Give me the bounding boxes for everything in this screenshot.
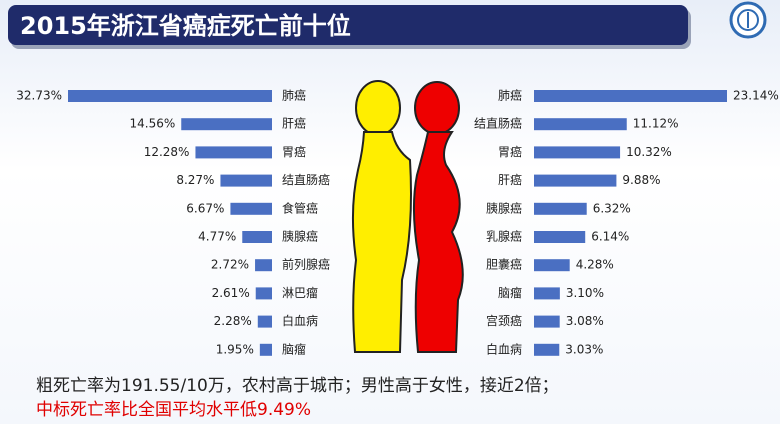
bar	[68, 90, 272, 102]
category-label: 食管癌	[282, 200, 318, 215]
bar	[242, 231, 272, 243]
value-label: 6.67%	[186, 201, 224, 215]
value-label: 6.14%	[591, 230, 629, 244]
bar	[257, 315, 272, 328]
female-figure	[412, 81, 464, 353]
value-label: 3.10%	[566, 286, 604, 300]
bar	[534, 146, 621, 159]
category-label: 胃癌	[498, 144, 522, 159]
bar	[534, 118, 627, 131]
bar	[259, 343, 272, 356]
category-label: 肺癌	[498, 88, 522, 103]
bar	[534, 90, 727, 102]
category-label: 脑瘤	[498, 285, 522, 300]
bar	[255, 287, 272, 300]
bar	[181, 118, 272, 131]
value-label: 2.72%	[211, 258, 249, 272]
bar	[534, 315, 560, 328]
bar	[534, 259, 570, 272]
note: 中标死亡率比全国平均水平低9.49%	[36, 400, 311, 420]
value-label: 23.14%	[733, 89, 779, 103]
bar	[534, 287, 560, 300]
category-label: 胰腺癌	[282, 229, 318, 244]
category-label: 宫颈癌	[486, 313, 522, 328]
value-label: 8.27%	[176, 173, 214, 187]
bar	[255, 259, 272, 272]
value-label: 9.88%	[622, 173, 660, 187]
bar	[534, 174, 617, 187]
category-label: 肝癌	[282, 116, 306, 131]
value-label: 6.32%	[593, 201, 631, 215]
category-label: 淋巴瘤	[282, 285, 318, 300]
value-label: 3.03%	[565, 342, 603, 356]
value-label: 4.28%	[576, 258, 614, 272]
category-label: 白血病	[282, 313, 318, 328]
category-label: 前列腺癌	[282, 257, 330, 272]
value-label: 1.95%	[216, 342, 254, 356]
bar	[534, 231, 586, 243]
value-label: 2.28%	[214, 314, 252, 328]
bar	[534, 343, 560, 356]
category-label: 结直肠癌	[474, 116, 522, 131]
category-label: 肝癌	[498, 172, 522, 187]
value-label: 12.28%	[144, 145, 190, 159]
value-label: 4.77%	[198, 230, 236, 244]
category-label: 结直肠癌	[282, 172, 330, 187]
value-label: 14.56%	[129, 117, 175, 131]
bar	[534, 202, 587, 215]
category-label: 脑瘤	[282, 341, 306, 356]
male-figure	[351, 80, 412, 353]
category-label: 胆囊癌	[486, 257, 522, 272]
value-label: 2.61%	[212, 286, 250, 300]
bar	[195, 146, 272, 159]
bar	[220, 174, 272, 187]
title: 2015年浙江省癌症死亡前十位	[20, 12, 351, 40]
category-label: 胃癌	[282, 144, 306, 159]
category-label: 白血病	[486, 341, 522, 356]
category-label: 肺癌	[282, 88, 306, 103]
value-label: 3.08%	[566, 314, 604, 328]
value-label: 10.32%	[626, 145, 672, 159]
category-label: 乳腺癌	[486, 229, 522, 244]
note: 粗死亡率为191.55/10万，农村高于城市；男性高于女性，接近2倍；	[36, 376, 559, 396]
value-label: 32.73%	[16, 89, 62, 103]
bar	[230, 202, 272, 215]
value-label: 11.12%	[633, 117, 679, 131]
logo	[729, 1, 767, 39]
title-bar	[8, 5, 688, 45]
category-label: 胰腺癌	[486, 200, 522, 215]
